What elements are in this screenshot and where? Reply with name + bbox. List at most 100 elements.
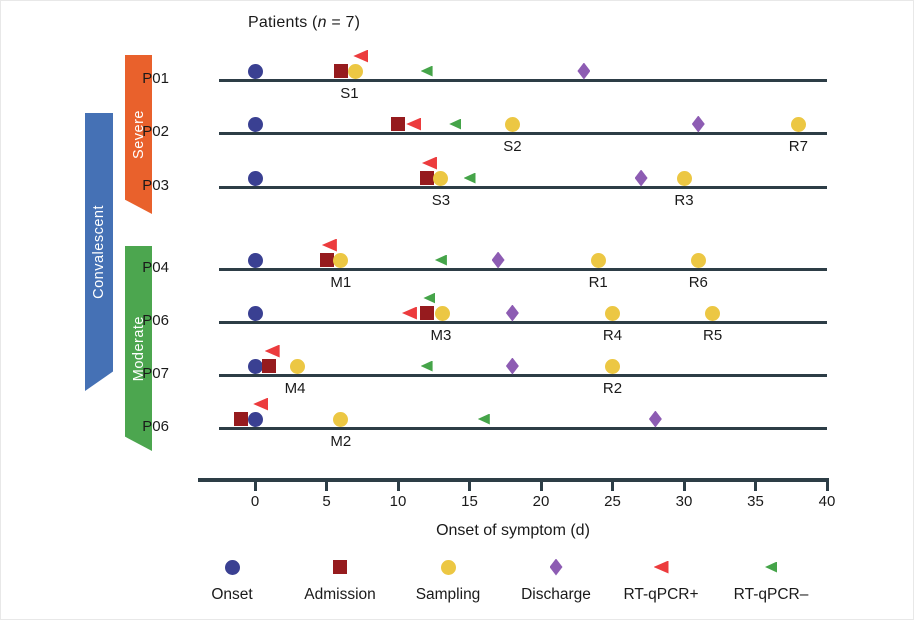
- sampling-marker: [333, 252, 349, 268]
- admission-marker: [333, 64, 348, 78]
- severity-banner-moderate: Moderate: [125, 246, 152, 451]
- legend-rtqpcr-negative-marker: [765, 561, 777, 573]
- discharge-marker: [648, 410, 662, 428]
- sample-label: M4: [284, 380, 306, 397]
- sampling-marker: [333, 411, 349, 427]
- phase-banner-convalescent-label: Convalescent: [91, 205, 107, 299]
- sample-label: M1: [330, 274, 352, 291]
- sample-label: R7: [788, 138, 808, 155]
- onset-marker: [247, 116, 263, 132]
- admission-marker: [319, 253, 334, 267]
- rtqpcr-positive-marker: [253, 397, 269, 411]
- discharge-marker: [505, 304, 519, 322]
- onset-marker: [247, 170, 263, 186]
- sampling-marker: [705, 305, 721, 321]
- axis-tick: [682, 482, 686, 491]
- severity-banner-severe: Severe: [125, 55, 152, 214]
- axis-tick: [539, 482, 543, 491]
- timeline-line: [219, 374, 827, 377]
- axis-tick: [253, 482, 257, 491]
- admission-marker: [391, 117, 405, 131]
- axis-tick-label: 30: [675, 493, 693, 510]
- patient-label: P06: [142, 418, 169, 435]
- legend-item-label: RT-qPCR–: [733, 586, 809, 603]
- patient-label: P01: [142, 70, 169, 87]
- sample-label: M2: [330, 433, 352, 450]
- rtqpcr-positive-marker: [264, 344, 280, 358]
- sampling-marker: [504, 116, 520, 132]
- admission-marker: [233, 412, 248, 426]
- legend-item-label: Onset: [211, 586, 253, 603]
- sample-label: R2: [602, 380, 623, 397]
- timeline-line: [219, 427, 827, 430]
- timeline-line: [219, 186, 827, 189]
- patient-label: P03: [142, 177, 169, 194]
- rtqpcr-negative-marker: [420, 65, 433, 77]
- rtqpcr-negative-marker: [420, 360, 433, 372]
- figure-title-suffix: = 7): [326, 14, 361, 31]
- sample-label: S2: [503, 138, 522, 155]
- sampling-marker: [676, 170, 692, 186]
- discharge-marker: [491, 251, 505, 269]
- legend-item-label: Sampling: [415, 586, 481, 603]
- admission-marker: [262, 359, 277, 373]
- legend-onset-marker: [224, 559, 240, 575]
- rtqpcr-negative-marker: [477, 413, 490, 425]
- legend-admission-marker: [333, 560, 347, 574]
- discharge-marker: [691, 115, 705, 133]
- timeline-line: [219, 79, 827, 82]
- sampling-marker: [434, 305, 450, 321]
- axis-tick: [468, 482, 471, 491]
- axis-tick: [754, 482, 757, 491]
- sample-label: R3: [674, 192, 694, 209]
- sampling-marker: [690, 252, 706, 268]
- admission-marker: [419, 306, 434, 320]
- axis-tick: [396, 482, 400, 491]
- x-axis-title: Onset of symptom (d): [1, 522, 913, 540]
- figure-title-n-italic: n: [317, 14, 327, 31]
- rtqpcr-positive-marker: [421, 156, 437, 170]
- onset-marker: [247, 252, 263, 268]
- sampling-marker: [605, 358, 620, 374]
- legend-item-label: Discharge: [521, 586, 591, 603]
- phase-banner-convalescent: Convalescent: [85, 113, 113, 391]
- legend-item-label: RT-qPCR+: [623, 586, 699, 603]
- axis-tick-label: 15: [461, 493, 478, 510]
- timeline-line: [219, 132, 827, 135]
- legend-rtqpcr-positive-marker: [653, 560, 669, 574]
- discharge-marker: [577, 62, 591, 80]
- discharge-marker: [634, 169, 648, 187]
- rtqpcr-negative-marker: [449, 118, 462, 130]
- onset-marker: [247, 63, 263, 79]
- x-axis-line: [198, 478, 829, 482]
- onset-marker: [247, 358, 263, 374]
- sampling-marker: [290, 358, 306, 374]
- axis-tick-label: 35: [747, 493, 764, 510]
- sample-label: R5: [703, 327, 723, 344]
- timeline-line: [219, 268, 827, 271]
- sampling-marker: [605, 305, 620, 321]
- rtqpcr-positive-marker: [406, 117, 422, 131]
- sampling-marker: [433, 170, 449, 186]
- sampling-marker: [590, 252, 606, 268]
- sample-label: R1: [588, 274, 608, 291]
- legend-item-label: Admission: [304, 586, 376, 603]
- axis-tick: [825, 482, 829, 491]
- rtqpcr-positive-marker: [353, 49, 369, 63]
- figure-title: Patients (n = 7): [248, 14, 360, 32]
- onset-marker: [247, 305, 263, 321]
- discharge-marker: [505, 357, 519, 375]
- sample-label: S1: [340, 85, 359, 102]
- timeline-line: [219, 321, 827, 324]
- rtqpcr-positive-marker: [401, 306, 417, 320]
- axis-tick-label: 25: [604, 493, 621, 510]
- sampling-marker: [790, 116, 806, 132]
- patient-label: P07: [142, 365, 169, 382]
- figure-title-text: Patients (: [248, 14, 318, 31]
- axis-tick-label: 20: [532, 493, 550, 510]
- axis-tick-label: 0: [250, 493, 260, 510]
- legend-sampling-marker: [440, 559, 456, 575]
- legend-discharge-marker: [549, 558, 563, 576]
- sample-label: S3: [431, 192, 451, 209]
